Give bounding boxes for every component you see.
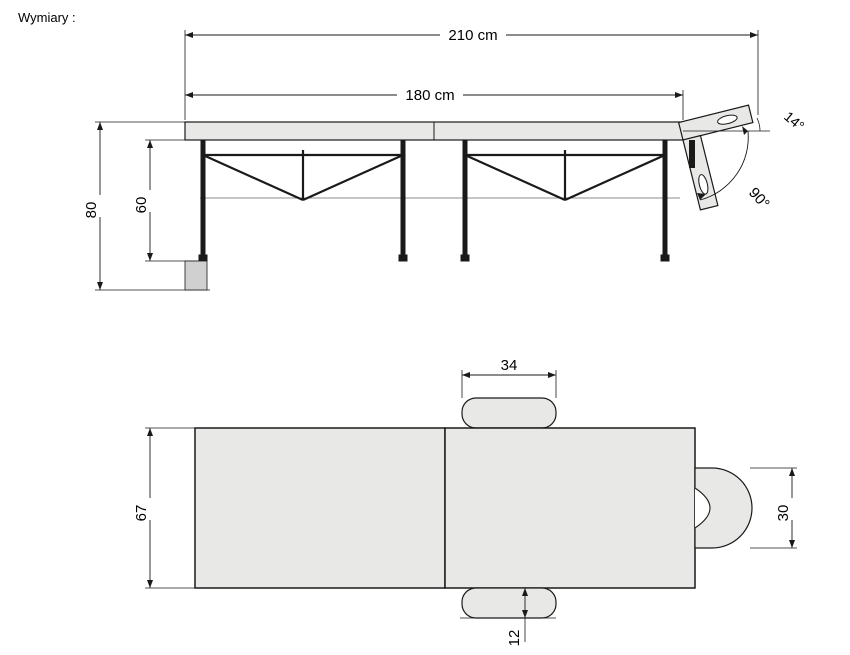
headrest-down: 90° bbox=[683, 126, 773, 213]
dim-armrest-depth-label: 12 bbox=[506, 630, 523, 647]
page-title: Wymiary : bbox=[18, 10, 76, 25]
dim-armrest-width-label: 34 bbox=[501, 357, 518, 374]
dim-total-height-label: 80 bbox=[83, 202, 100, 219]
dim-bed-width-label: 67 bbox=[133, 505, 150, 522]
dim-headrest-width: 30 bbox=[750, 468, 800, 548]
headrest-top bbox=[695, 468, 752, 548]
dim-bed-length-label: 180 cm bbox=[405, 87, 454, 104]
dim-armrest-width: 34 bbox=[462, 357, 556, 398]
dimension-drawing: 210 cm 180 cm 14° bbox=[0, 0, 850, 650]
dim-angle-up-label: 14° bbox=[781, 108, 808, 134]
foot-extension bbox=[185, 261, 207, 290]
headrest-side: 14° bbox=[679, 105, 808, 140]
top-view: 34 67 bbox=[133, 357, 800, 646]
bed-half-right bbox=[445, 428, 695, 588]
dim-headrest-width-label: 30 bbox=[775, 505, 792, 522]
dim-leg-height-label: 60 bbox=[133, 197, 150, 214]
table-legs bbox=[199, 140, 680, 261]
dim-bed-width: 67 bbox=[133, 428, 195, 588]
dim-total-length: 210 cm bbox=[185, 25, 758, 120]
armrest-bottom bbox=[462, 588, 556, 618]
side-view: 210 cm 180 cm 14° bbox=[83, 25, 808, 290]
bed-half-left bbox=[195, 428, 445, 588]
dim-total-length-label: 210 cm bbox=[448, 27, 497, 44]
armrest-top bbox=[462, 398, 556, 428]
dim-bed-length: 180 cm bbox=[185, 85, 683, 120]
dim-leg-height: 60 bbox=[133, 140, 200, 261]
dim-angle-down-label: 90° bbox=[745, 184, 773, 212]
